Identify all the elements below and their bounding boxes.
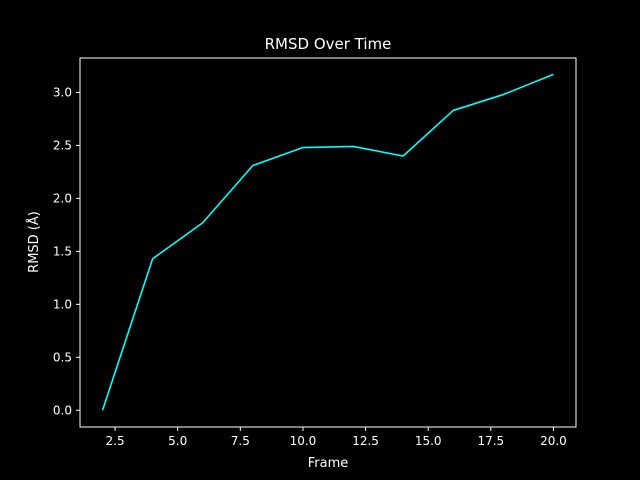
chart-title: RMSD Over Time	[265, 35, 392, 53]
y-tick-label: 1.5	[53, 244, 72, 258]
x-tick-label: 5.0	[168, 434, 187, 448]
x-tick-label: 2.5	[106, 434, 125, 448]
y-tick-label: 3.0	[53, 85, 72, 99]
x-axis-label: Frame	[308, 456, 349, 471]
y-tick-label: 2.0	[53, 191, 72, 205]
x-tick-label: 10.0	[290, 434, 317, 448]
plot-area	[101, 73, 554, 411]
x-tick-label: 20.0	[540, 434, 567, 448]
x-axis-ticks: 2.5 5.0 7.5 10.0 12.5 15.0 17.5 20.0	[106, 427, 567, 448]
y-tick-label: 0.5	[53, 350, 72, 364]
x-tick-label: 7.5	[231, 434, 250, 448]
axes-frame	[79, 57, 577, 428]
y-axis-ticks: 0.0 0.5 1.0 1.5 2.0 2.5 3.0	[53, 85, 80, 417]
y-axis-label: RMSD (Å)	[26, 211, 42, 273]
x-tick-label: 17.5	[477, 434, 504, 448]
y-tick-label: 2.5	[53, 138, 72, 152]
x-tick-label: 12.5	[352, 434, 379, 448]
y-tick-label: 1.0	[53, 297, 72, 311]
series-line-0	[101, 73, 554, 411]
y-tick-label: 0.0	[53, 403, 72, 417]
x-tick-label: 15.0	[415, 434, 442, 448]
